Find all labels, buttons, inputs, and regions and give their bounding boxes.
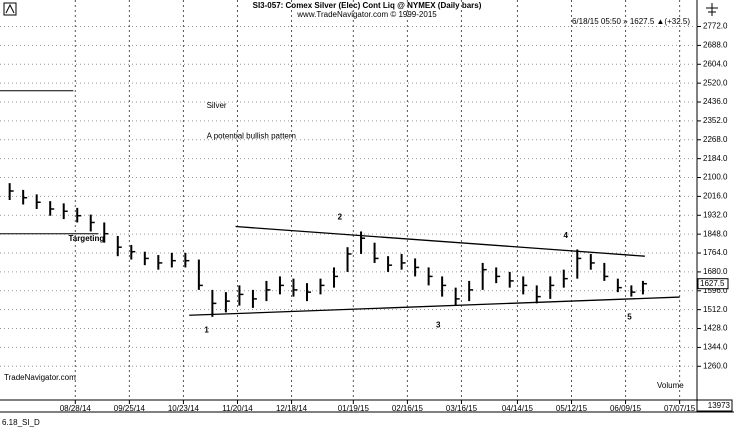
- annotation: 5: [627, 312, 632, 321]
- y-tick-label: 2184.0: [703, 154, 728, 163]
- y-tick-label: 2772.0: [703, 22, 728, 31]
- watermark: TradeNavigator.com: [4, 373, 76, 382]
- y-tick-label: 2688.0: [703, 41, 728, 50]
- x-tick-label: 10/23/14: [168, 404, 200, 413]
- x-tick-label: 12/18/14: [276, 404, 308, 413]
- y-tick-label: 2352.0: [703, 116, 728, 125]
- x-tick-label: 06/09/15: [610, 404, 642, 413]
- x-tick-label: 02/16/15: [392, 404, 424, 413]
- y-tick-label: 1680.0: [703, 267, 728, 276]
- y-tick-label: 2604.0: [703, 59, 728, 68]
- x-tick-label: 08/28/14: [60, 404, 92, 413]
- y-tick-label: 2268.0: [703, 135, 728, 144]
- y-tick-label: 1848.0: [703, 229, 728, 238]
- x-tick-label: 11/20/14: [222, 404, 253, 413]
- x-tick-label: 05/12/15: [556, 404, 588, 413]
- annotation: A potential bullish pattern: [207, 132, 296, 141]
- x-tick-label: 03/16/15: [446, 404, 478, 413]
- y-tick-label: 1596.0: [703, 286, 728, 295]
- chart-subtitle: www.TradeNavigator.com © 1999-2015: [296, 10, 437, 19]
- x-tick-label: 09/25/14: [114, 404, 146, 413]
- y-tick-label: 1512.0: [703, 305, 728, 314]
- volume-label: Volume: [657, 381, 684, 390]
- top-right-icon: [706, 3, 718, 16]
- y-tick-label: 1260.0: [703, 361, 728, 370]
- footer: 6.18_SI_D: [2, 418, 40, 427]
- annotation: 1: [204, 326, 209, 335]
- y-tick-label: 2436.0: [703, 97, 728, 106]
- annotation: 4: [563, 231, 568, 240]
- y-tick-label: 2520.0: [703, 78, 728, 87]
- y-tick-label: 1932.0: [703, 210, 728, 219]
- annotation: Silver: [207, 101, 227, 110]
- y-tick-label: 1764.0: [703, 248, 728, 257]
- x-tick-label: 01/19/15: [338, 404, 370, 413]
- last-price-label: 1627.5: [700, 279, 725, 288]
- trendline: [189, 296, 680, 316]
- annotation: 2: [338, 212, 343, 221]
- volume-last: 13973: [708, 401, 731, 410]
- chart-title: SI3-057: Comex Silver (Elec) Cont Liq @ …: [253, 1, 482, 10]
- y-tick-label: 2100.0: [703, 173, 728, 182]
- y-tick-label: 2016.0: [703, 192, 728, 201]
- y-tick-label: 1344.0: [703, 343, 728, 352]
- last-price-box: [697, 278, 729, 290]
- trendline: [235, 225, 645, 257]
- x-tick-label: 04/14/15: [502, 404, 534, 413]
- y-tick-label: 1428.0: [703, 324, 728, 333]
- quote: 6/18/15 05:50 » 1627.5 ▲(+32.5): [572, 17, 690, 26]
- x-tick-label: 07/07/15: [664, 404, 696, 413]
- reference-label: Targeting: [68, 234, 104, 243]
- top-left-icon: [3, 2, 17, 16]
- annotation: 3: [436, 321, 441, 330]
